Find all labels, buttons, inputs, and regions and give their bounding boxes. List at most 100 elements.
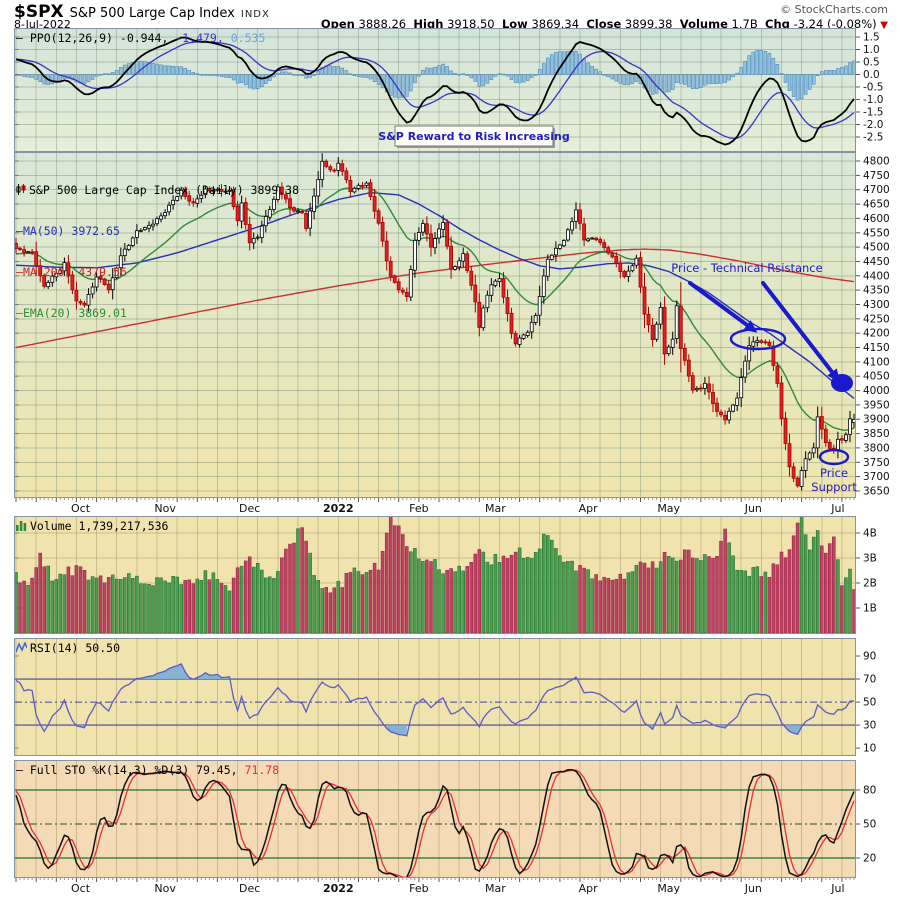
rsi-zigzag-icon: [15, 640, 28, 656]
month-label: Mar: [485, 502, 506, 515]
symbol: $SPX: [14, 2, 64, 22]
ma200-legend-row: —MA(200) 4379.56: [16, 265, 127, 279]
chart-header: $SPX S&P 500 Large Cap Index INDX: [14, 2, 270, 22]
month-label: Dec: [239, 502, 260, 515]
chg-label: Chg: [765, 17, 790, 31]
svg-text:0.5: 0.5: [863, 57, 880, 69]
sto-d-value: 71.78: [244, 763, 280, 777]
low-label: Low: [501, 17, 528, 31]
price-legend-title-row: S&P 500 Large Cap Index (Daily) 3899.38: [16, 183, 300, 198]
month-label: Feb: [409, 502, 428, 515]
price-legend: S&P 500 Large Cap Index (Daily) 3899.38 …: [16, 155, 299, 347]
price-legend-title: S&P 500 Large Cap Index (Daily) 3899.38: [29, 183, 300, 197]
close-value: 3899.38: [624, 17, 673, 31]
ppo-annotation-text: S&P Reward to Risk Increasing: [378, 130, 569, 143]
ma200-legend: MA(200) 4379.56: [22, 265, 127, 279]
svg-text:90: 90: [863, 651, 876, 663]
svg-text:-1.5: -1.5: [863, 107, 884, 119]
month-label: Dec: [239, 882, 260, 895]
svg-text:0.0: 0.0: [863, 69, 880, 81]
svg-text:4250: 4250: [863, 313, 890, 325]
svg-text:20: 20: [863, 853, 876, 865]
svg-text:4150: 4150: [863, 342, 890, 354]
svg-text:4100: 4100: [863, 356, 890, 368]
sto-legend-text: Full STO %K(14,3) %D(3) 79.45,: [29, 763, 238, 777]
svg-text:30: 30: [863, 720, 876, 732]
ema20-legend-row: —EMA(20) 3869.01: [16, 306, 127, 320]
svg-text:3900: 3900: [863, 414, 890, 426]
month-label: Jul: [830, 502, 844, 515]
svg-text:50: 50: [863, 819, 876, 831]
ema20-legend: EMA(20) 3869.01: [22, 306, 127, 320]
month-label: Oct: [71, 502, 91, 515]
sto-legend: — Full STO %K(14,3) %D(3) 79.45, 71.78: [16, 763, 279, 777]
x-axis-mid: Oct Nov Dec 2022 Feb Mar Apr May Jun Jul: [15, 498, 855, 515]
volume-bars-icon: [16, 520, 27, 534]
svg-text:-0.5: -0.5: [863, 82, 884, 94]
svg-text:4B: 4B: [863, 528, 877, 540]
open-value: 3888.26: [358, 17, 407, 31]
month-label: Mar: [485, 882, 506, 895]
month-label: Jun: [744, 502, 762, 515]
rsi-panel: 90 70 50 30 10: [14, 638, 876, 756]
svg-text:Support: Support: [811, 480, 857, 494]
chg-down-icon: ▼: [880, 20, 888, 31]
month-label: Apr: [579, 502, 599, 515]
svg-text:-2.0: -2.0: [863, 119, 884, 131]
volume-value: 1.7B: [731, 17, 758, 31]
sto-line-swatch: —: [16, 763, 23, 777]
copyright: © StockCharts.com: [780, 3, 888, 16]
open-label: Open: [320, 17, 355, 31]
ppo-value: -0.944,: [119, 31, 169, 45]
rsi-legend-text: RSI(14) 50.50: [30, 641, 121, 655]
high-value: 3918.50: [447, 17, 495, 31]
support-annotation-text: Price: [820, 466, 848, 480]
svg-text:4450: 4450: [863, 256, 890, 268]
month-label: Nov: [154, 882, 176, 895]
resistance-annotation-text: Price - Technical Rsistance: [671, 261, 822, 275]
svg-text:3700: 3700: [863, 471, 890, 483]
volume-legend: Volume 1,739,217,536: [16, 519, 168, 534]
ppo-line-swatch: —: [16, 31, 23, 45]
svg-text:50: 50: [863, 697, 876, 709]
svg-text:70: 70: [863, 674, 876, 686]
exchange: INDX: [240, 9, 270, 20]
svg-text:4350: 4350: [863, 285, 890, 297]
ppo-legend-label: PPO(12,26,9): [29, 31, 113, 45]
svg-text:-2.5: -2.5: [863, 132, 884, 144]
svg-text:3800: 3800: [863, 442, 890, 454]
svg-text:1B: 1B: [863, 603, 877, 615]
svg-text:3750: 3750: [863, 457, 890, 469]
chart-date: 8-Jul-2022: [14, 18, 71, 31]
ma50-legend: MA(50) 3972.65: [22, 224, 120, 238]
svg-text:1.0: 1.0: [863, 44, 880, 56]
svg-text:4200: 4200: [863, 328, 890, 340]
ppo-hist-value: 0.535: [230, 31, 266, 45]
ppo-signal-value: -1.479,: [175, 31, 224, 45]
high-label: High: [413, 17, 444, 31]
volume-panel: 4B 3B 2B 1B: [14, 516, 877, 634]
x-axis-bottom: Oct Nov Dec 2022 Feb Mar Apr May Jun Jul: [15, 878, 855, 895]
svg-text:3950: 3950: [863, 399, 890, 411]
candlestick-icon: [16, 184, 26, 198]
svg-text:4800: 4800: [863, 156, 890, 168]
symbol-name: S&P 500 Large Cap Index: [69, 6, 235, 21]
svg-text:4750: 4750: [863, 170, 890, 182]
svg-text:3650: 3650: [863, 486, 890, 498]
volume-legend-text: Volume 1,739,217,536: [30, 519, 169, 533]
ppo-panel: 1.51.00.50.0-0.5-1.0-1.5-2.0-2.5 S&P Rewa…: [14, 28, 884, 152]
stochastics-panel: 80 50 20: [14, 760, 876, 878]
svg-text:3850: 3850: [863, 428, 890, 440]
month-label: 2022: [323, 882, 354, 895]
svg-text:-1.0: -1.0: [863, 94, 884, 106]
month-label: 2022: [323, 502, 354, 515]
month-label: Apr: [579, 882, 599, 895]
svg-text:4050: 4050: [863, 371, 890, 383]
volume-label: Volume: [679, 17, 728, 31]
svg-text:80: 80: [863, 785, 876, 797]
svg-text:2B: 2B: [863, 578, 877, 590]
ppo-legend: — PPO(12,26,9) -0.944, -1.479, 0.535: [16, 31, 265, 45]
month-label: May: [657, 882, 680, 895]
month-label: Jul: [830, 882, 844, 895]
